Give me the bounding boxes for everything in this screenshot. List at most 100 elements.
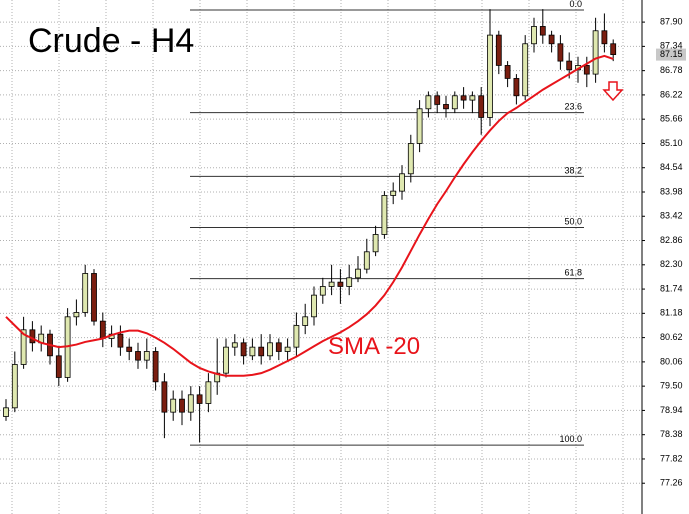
candle-body (416, 108, 423, 144)
candle-body (601, 30, 608, 45)
candle-body (328, 281, 335, 287)
candle-body (91, 273, 97, 322)
candle-body (487, 34, 493, 118)
y-tick-label: 83.42 (660, 211, 683, 221)
candle-body (548, 34, 555, 45)
indicators (5, 54, 614, 377)
fib-label: 100.0 (559, 434, 582, 444)
fib-label: 0.0 (569, 0, 582, 9)
candle-body (284, 346, 291, 352)
down-arrow (602, 81, 624, 102)
y-tick-label: 78.38 (660, 429, 683, 439)
y-tick-label: 86.22 (660, 89, 683, 99)
candle-body (372, 234, 379, 253)
candle-body (231, 342, 238, 348)
candle-body (522, 43, 529, 97)
y-tick-label: 84.54 (660, 162, 683, 172)
sma-line (5, 54, 614, 377)
y-tick-label: 85.10 (660, 138, 683, 148)
candle-body (170, 398, 177, 413)
candle-body (143, 351, 150, 361)
candle-body (29, 329, 36, 344)
candle-body (399, 173, 405, 192)
candle-body (319, 286, 326, 296)
candle-body (346, 277, 353, 287)
sma-label: SMA -20 (328, 333, 420, 360)
y-tick-label: 81.74 (660, 283, 683, 293)
y-tick-label: 81.18 (660, 308, 683, 318)
candle-body (566, 60, 573, 71)
fib-label: 38.2 (564, 165, 582, 175)
candle-body (531, 26, 537, 45)
candle-body (249, 346, 256, 357)
y-tick-label: 86.78 (660, 65, 683, 75)
candle-body (451, 95, 458, 110)
y-tick-label: 80.06 (660, 356, 683, 366)
candle-body (161, 381, 168, 413)
candle-body (223, 346, 229, 374)
y-tick-label: 77.82 (660, 453, 683, 463)
fib-label: 50.0 (564, 217, 582, 227)
candle-body (495, 34, 502, 66)
candle-body (152, 351, 159, 383)
y-tick-label: 79.50 (660, 381, 683, 391)
candle-body (196, 394, 203, 404)
candle-body (240, 342, 247, 357)
candle-body (425, 95, 432, 110)
y-axis-labels: 77.26 77.82 78.38 78.94 79.50 80.06 80.62 81.18… (642, 0, 686, 488)
last-price-box (656, 48, 686, 61)
candle-body (117, 333, 124, 348)
candle-body (99, 320, 106, 339)
y-tick-label: 87.90 (660, 16, 683, 26)
candle-body (302, 316, 309, 326)
candle-body (592, 30, 599, 75)
candle-body (583, 65, 590, 75)
candle-body (187, 394, 194, 413)
candle-body (539, 26, 546, 36)
candle-body (504, 65, 511, 79)
candle-body (557, 43, 564, 62)
fib-label: 23.6 (564, 102, 582, 112)
y-tick-label: 82.86 (660, 235, 683, 245)
candle-body (205, 381, 212, 404)
y-tick-label: 85.66 (660, 114, 683, 124)
candle-body (381, 195, 388, 235)
y-tick-label: 80.62 (660, 332, 683, 342)
y-tick-label: 87.34 (660, 41, 683, 51)
candle-body (407, 143, 414, 175)
candle-body (434, 95, 441, 105)
candle-body (3, 407, 9, 417)
candle-body (363, 251, 370, 270)
candle-body (55, 355, 62, 378)
grid (0, 0, 642, 514)
candle-body (258, 346, 265, 357)
candle-body (460, 95, 467, 101)
y-tick-label: 77.26 (660, 478, 683, 488)
candle-body (73, 312, 80, 318)
candle-body (443, 104, 449, 110)
y-tick-label: 78.94 (660, 405, 683, 415)
candle-body (135, 351, 141, 361)
candle-body (293, 325, 300, 348)
y-tick-label: 83.98 (660, 186, 683, 196)
candle-body (20, 329, 27, 365)
y-tick-label: 88.46 (660, 0, 683, 2)
candle-body (82, 273, 89, 313)
chart-title: Crude - H4 (28, 22, 194, 60)
candles (3, 9, 617, 443)
last-price-label: 87.15 (660, 49, 683, 59)
candle-body (610, 43, 617, 56)
candle-body (478, 95, 485, 118)
candle-body (126, 346, 133, 352)
candle-body (311, 294, 317, 318)
candle-body (513, 78, 520, 97)
y-tick-label: 82.30 (660, 259, 683, 269)
candle-body (275, 342, 282, 352)
candle-body (337, 281, 344, 287)
candle-body (355, 268, 361, 279)
fib-label: 61.8 (564, 268, 582, 278)
candle-body (267, 342, 273, 357)
candle-body (11, 364, 18, 409)
